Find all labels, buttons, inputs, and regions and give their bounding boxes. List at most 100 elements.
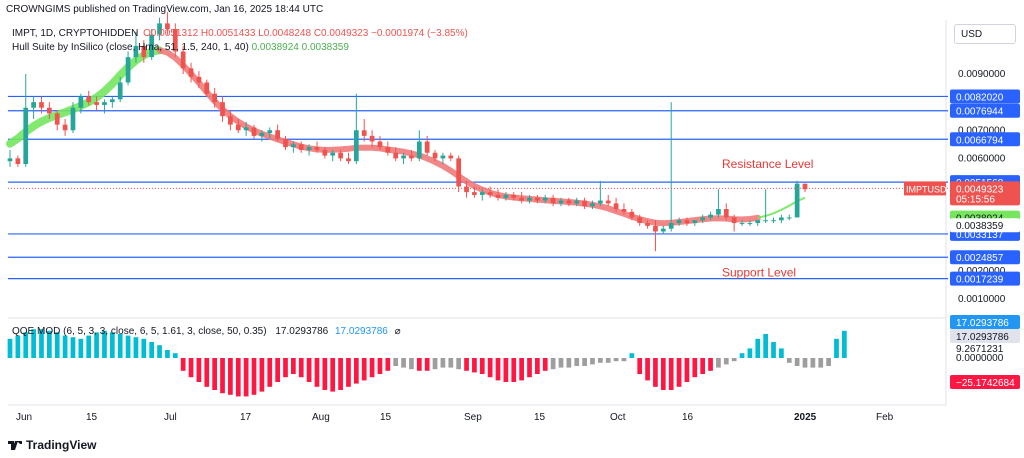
candle — [259, 130, 265, 142]
candle-body — [676, 220, 682, 224]
brand-name: TradingView — [26, 438, 97, 452]
qqe-bar — [763, 334, 769, 358]
hull-value-2: 0.0038359 — [301, 42, 349, 53]
qqe-bar — [23, 332, 29, 358]
ohlc-values: O0.0051312 H0.0051433 L0.0048248 C0.0049… — [143, 28, 468, 39]
level-label-5-box — [950, 250, 1020, 265]
candle — [771, 217, 776, 224]
candle — [723, 203, 729, 221]
qqe-bar — [440, 358, 446, 368]
qqe-bar — [723, 358, 729, 365]
time-tick-5: 15 — [380, 412, 392, 423]
candle — [574, 197, 580, 207]
candle — [621, 203, 627, 215]
symbol-tag: IMPTUSD — [906, 184, 947, 194]
qqe-bar — [251, 358, 257, 395]
candle — [31, 96, 36, 119]
qqe-bar — [291, 358, 296, 374]
candle — [180, 45, 186, 74]
candle-body — [15, 158, 21, 164]
qqe-bar — [550, 358, 556, 370]
qqe-bar — [684, 358, 690, 382]
candle-body — [645, 223, 650, 226]
candle-body — [472, 192, 477, 195]
candle — [361, 119, 367, 142]
candle — [472, 186, 477, 198]
qqe-bar — [330, 358, 336, 392]
candle-body — [495, 194, 501, 198]
candle-body — [23, 107, 29, 164]
candle — [353, 93, 359, 164]
candle — [479, 189, 485, 201]
qqe-bar — [109, 332, 115, 358]
qqe-bar — [668, 358, 674, 390]
candle-body — [117, 82, 123, 100]
time-tick-9: 16 — [682, 412, 694, 423]
hull-band-bullish — [6, 46, 164, 148]
candle — [15, 155, 21, 167]
qqe-bar — [779, 348, 784, 358]
candle — [141, 40, 147, 63]
candle-body — [747, 223, 753, 225]
candle-body — [716, 209, 721, 215]
time-tick-7: 15 — [534, 412, 546, 423]
qqe-bar — [243, 358, 249, 397]
candle — [676, 217, 682, 226]
level-label-1-box — [950, 103, 1020, 118]
qqe-bar — [275, 358, 280, 382]
qqe-bar — [708, 358, 713, 371]
candle-body — [62, 124, 68, 131]
candle-body — [172, 29, 178, 52]
qqe-bar — [180, 358, 186, 371]
qqe-bar — [235, 358, 241, 397]
candle-body — [653, 225, 658, 232]
candle-body — [369, 135, 375, 142]
hull-value-1: 0.0038924 — [251, 42, 299, 53]
candle-body — [243, 127, 249, 131]
qqe-bar — [841, 330, 847, 358]
qqe-bar — [535, 358, 540, 374]
candle — [629, 209, 635, 221]
qqe-bar — [212, 358, 218, 390]
qqe-axis-label-2: 9.2671231 — [956, 344, 1004, 355]
candle-body — [432, 152, 438, 159]
qqe-bar — [558, 358, 564, 368]
candle — [157, 17, 162, 41]
price-tick-1: 0.0070000 — [958, 125, 1006, 136]
candle — [125, 51, 131, 86]
qqe-bar — [542, 358, 548, 371]
candle — [314, 141, 320, 153]
qqe-bar — [716, 358, 721, 368]
qqe-bar — [149, 342, 155, 358]
qqe-axis-label-4: −25.1742684 — [956, 378, 1015, 389]
qqe-label-box-4 — [950, 375, 1020, 389]
candle-body — [78, 96, 84, 108]
candle — [235, 119, 241, 134]
qqe-bar — [511, 358, 517, 382]
candle-body — [708, 214, 713, 218]
candle-body — [149, 34, 155, 58]
candle — [298, 141, 304, 153]
candle — [464, 180, 469, 198]
candle-body — [86, 96, 92, 103]
candle — [117, 76, 123, 103]
qqe-bar — [637, 358, 643, 374]
candle — [456, 155, 462, 193]
qqe-bar — [188, 358, 194, 378]
candle — [86, 90, 92, 105]
qqe-bar — [94, 332, 99, 358]
qqe-bar — [495, 358, 501, 381]
qqe-bar — [786, 358, 792, 363]
candle-body — [346, 158, 351, 162]
candle — [188, 62, 194, 83]
qqe-bar — [629, 353, 635, 358]
qqe-axis-label-0: 17.0293786 — [956, 318, 1009, 329]
candle — [660, 225, 666, 235]
symbol-tag-box — [904, 181, 946, 196]
candle — [346, 152, 351, 164]
candle — [133, 31, 139, 63]
qqe-bar — [692, 358, 698, 378]
candle-body — [700, 217, 706, 221]
currency-selector[interactable]: USD — [954, 24, 1016, 44]
